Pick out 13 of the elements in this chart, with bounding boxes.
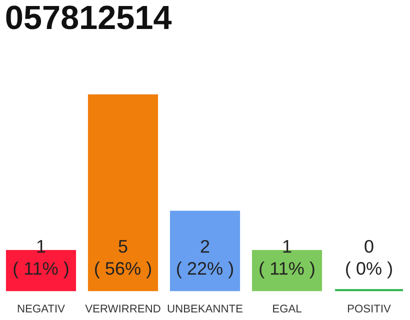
x-tick-label: NEGATIV <box>18 304 65 312</box>
data-label: 5 ( 56% ) <box>95 240 151 278</box>
x-tick-label: UNBEKANNTE <box>168 304 242 312</box>
bar <box>88 94 158 292</box>
data-label: 0 ( 0% ) <box>346 240 392 278</box>
bar <box>170 210 240 292</box>
x-tick-label: EGAL <box>273 304 302 312</box>
x-tick-label: VERWIRREND <box>85 304 160 312</box>
data-label: 1 ( 11% ) <box>260 240 314 278</box>
data-label: 2 ( 22% ) <box>177 240 233 278</box>
chart-title: 057812514 <box>6 6 172 30</box>
x-tick-label: POSITIV <box>348 304 391 312</box>
data-label: 1 ( 11% ) <box>14 240 68 278</box>
